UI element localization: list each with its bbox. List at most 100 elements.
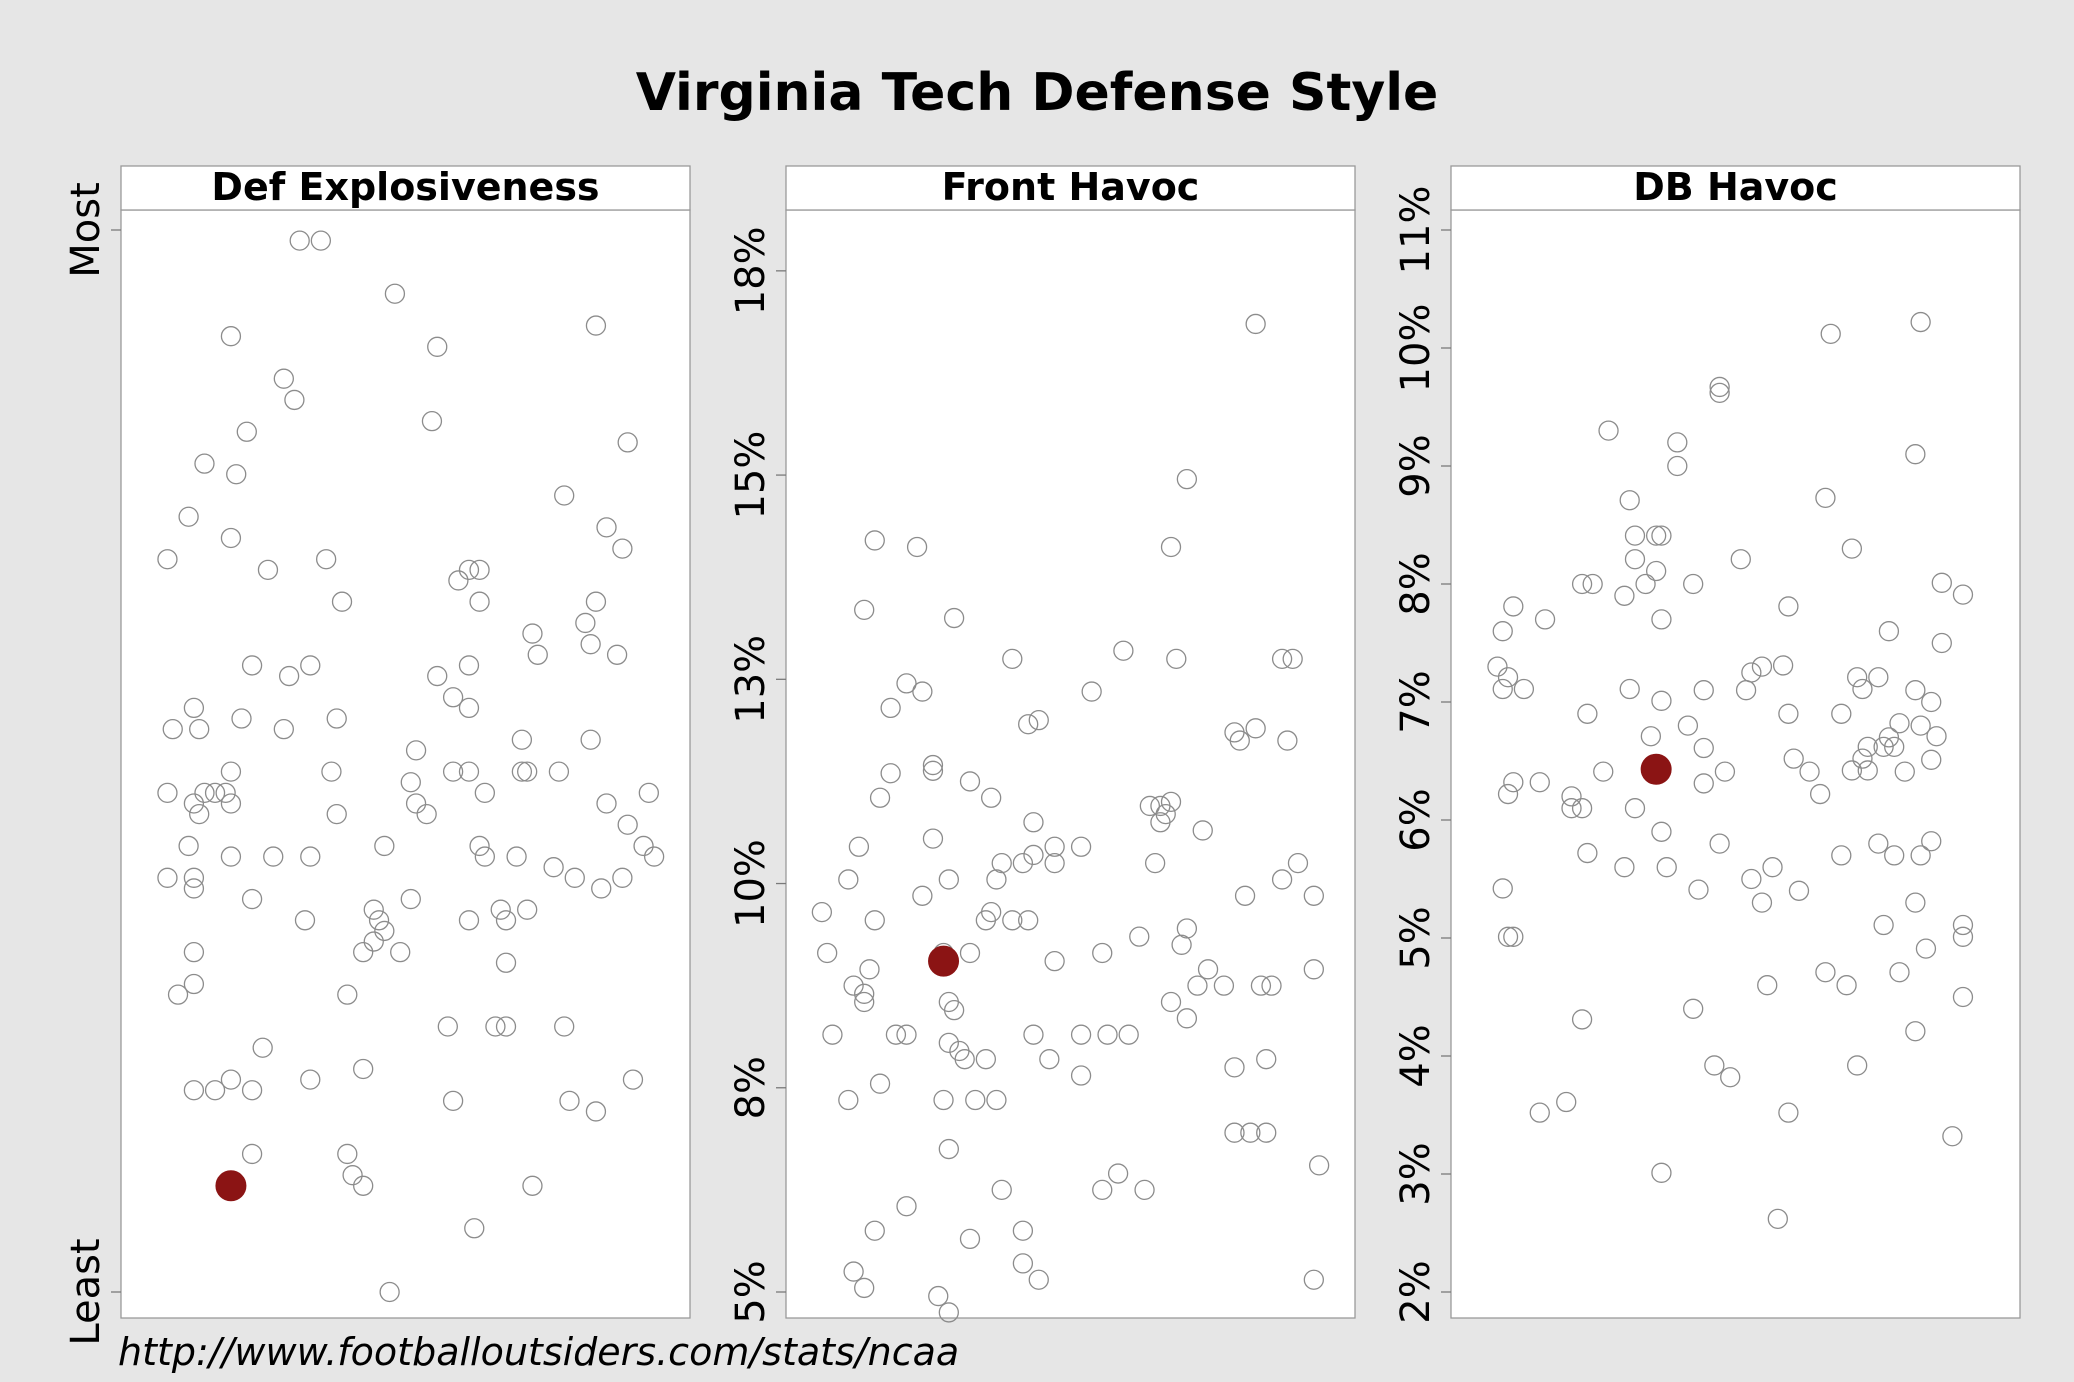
team-point (896, 1196, 917, 1217)
team-point (617, 432, 638, 453)
team-point (596, 517, 617, 538)
team-point (1646, 525, 1667, 546)
team-point (922, 754, 944, 776)
team-point (938, 1032, 959, 1053)
team-point (157, 549, 178, 570)
team-point (1667, 455, 1688, 477)
team-point (880, 763, 901, 784)
team-point (1023, 1024, 1044, 1045)
team-point (1619, 490, 1640, 511)
team-point (326, 803, 347, 825)
team-point (1023, 812, 1044, 833)
team-point (363, 931, 384, 952)
team-point (183, 973, 205, 995)
team-point (1624, 549, 1646, 570)
team-point (1192, 820, 1213, 841)
team-point (300, 1069, 321, 1090)
team-point (353, 1058, 374, 1080)
team-point (864, 530, 885, 551)
team-point (1529, 772, 1550, 793)
team-point (1693, 737, 1714, 759)
team-point (1598, 420, 1619, 441)
team-point (220, 846, 242, 867)
team-point (1271, 869, 1293, 890)
team-point (321, 761, 342, 782)
team-point (1751, 656, 1773, 677)
team-point (1256, 1049, 1277, 1070)
team-point (1012, 1220, 1034, 1241)
team-point (183, 697, 205, 719)
team-point (1118, 1024, 1139, 1045)
team-point (1012, 852, 1034, 874)
team-point (1308, 1155, 1330, 1176)
team-point (326, 708, 347, 729)
y-tick-label: 9% (1393, 434, 1439, 497)
y-tick-label: 2% (1393, 1260, 1439, 1323)
team-point (368, 910, 390, 931)
team-point (991, 1179, 1012, 1201)
team-point (1709, 382, 1730, 403)
team-point (612, 867, 633, 888)
panel-strip (1450, 165, 2021, 211)
team-point (495, 910, 517, 931)
team-point (1709, 833, 1730, 854)
team-point (241, 888, 263, 910)
team-point (1656, 857, 1677, 878)
team-point (469, 591, 490, 612)
team-point (458, 655, 480, 676)
team-point (1513, 678, 1535, 700)
team-point (1751, 892, 1773, 913)
team-point (1044, 836, 1065, 857)
team-point (416, 803, 437, 825)
team-point (1905, 892, 1926, 913)
team-point (811, 901, 833, 923)
team-point (517, 761, 538, 782)
panel-label: DB Havoc (1633, 165, 1838, 209)
team-point (854, 599, 875, 621)
team-point (1915, 938, 1937, 959)
team-point (1931, 632, 1952, 654)
team-point (912, 885, 933, 906)
team-point (1529, 1102, 1550, 1123)
team-point (442, 687, 464, 708)
team-point (1831, 703, 1852, 724)
team-point (1571, 573, 1593, 595)
team-point (1561, 786, 1582, 807)
team-point (183, 878, 205, 899)
team-point (252, 1037, 273, 1058)
team-point (838, 869, 859, 890)
team-point (1282, 648, 1303, 670)
team-point (617, 814, 638, 835)
team-point (1757, 975, 1778, 996)
team-point (1852, 748, 1873, 769)
team-point (612, 538, 633, 559)
team-point (1503, 596, 1524, 617)
team-point (1492, 878, 1513, 899)
team-point (183, 1080, 205, 1101)
team-point (315, 549, 337, 570)
team-point (1683, 998, 1704, 1019)
team-point (427, 665, 448, 687)
team-point (1250, 975, 1272, 996)
team-point (1092, 1179, 1113, 1201)
team-point (474, 782, 496, 804)
team-point (1931, 572, 1952, 593)
team-point (880, 697, 901, 719)
team-point (1492, 621, 1513, 642)
team-point (548, 761, 570, 782)
team-point (342, 1165, 363, 1186)
team-point (1809, 783, 1831, 805)
team-point (912, 681, 933, 702)
team-point (1815, 487, 1836, 509)
team-point (194, 453, 215, 474)
team-point (1245, 718, 1266, 739)
team-point (1884, 845, 1905, 866)
team-point (1571, 798, 1593, 819)
team-point (633, 835, 654, 857)
team-point (1028, 1269, 1049, 1290)
team-point (226, 464, 247, 485)
team-point (1677, 715, 1699, 736)
highlight-point (215, 1170, 247, 1202)
team-point (204, 782, 226, 804)
team-point (337, 984, 358, 1005)
